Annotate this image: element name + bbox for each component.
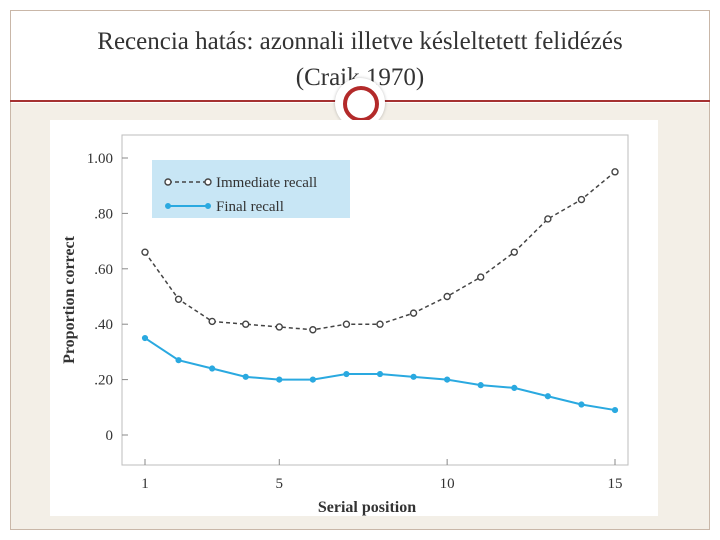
data-point-final <box>444 376 451 383</box>
x-tick-label: 1 <box>141 476 149 492</box>
slide-title: Recencia hatás: azonnali illetve késlelt… <box>10 24 710 96</box>
data-point-immediate <box>409 309 418 317</box>
data-point-final <box>511 384 518 392</box>
data-point-final <box>209 365 216 372</box>
legend-final-swatch-marker-a <box>165 203 171 209</box>
data-point-final <box>175 357 182 364</box>
y-axis-label: Proportion correct <box>61 235 78 363</box>
data-point-immediate <box>376 320 384 328</box>
data-point-final <box>611 406 619 414</box>
serial-position-chart: Proportion correct Serial position 0 .20.… <box>61 134 629 516</box>
data-point-immediate <box>141 248 149 256</box>
x-tick-label: 15 <box>608 476 623 492</box>
data-point-final <box>544 393 551 400</box>
data-point-immediate <box>544 215 552 223</box>
slide-title-line-1: Recencia hatás: azonnali illetve késlelt… <box>97 28 623 55</box>
title-band: Recencia hatás: azonnali illetve késlelt… <box>10 10 710 100</box>
y-tick-label: .40 <box>94 317 113 333</box>
data-point-immediate <box>510 248 518 256</box>
y-tick-label: .60 <box>94 262 113 278</box>
data-point-final <box>141 334 149 342</box>
legend-final-swatch-marker-b <box>205 203 211 209</box>
data-point-final <box>578 401 585 408</box>
data-point-immediate <box>309 326 317 334</box>
data-point-immediate <box>477 273 485 281</box>
data-point-final <box>343 370 350 378</box>
legend-immediate-swatch-marker-a <box>164 178 172 186</box>
data-point-immediate <box>577 195 586 204</box>
data-point-final <box>477 382 484 389</box>
data-point-final <box>242 373 249 380</box>
legend-immediate-label: Immediate recall <box>216 175 317 191</box>
y-axis-ticks: 0 .20 .40 .60 .80 1.00 <box>87 151 128 444</box>
y-tick-label: 1.00 <box>87 151 113 167</box>
y-tick-label: .20 <box>94 373 113 389</box>
legend: Immediate recall Final recall <box>152 160 350 218</box>
legend-box <box>152 160 350 218</box>
data-point-final <box>376 370 384 378</box>
data-point-immediate <box>443 292 451 301</box>
data-point-final <box>276 376 283 383</box>
x-tick-label: 10 <box>440 476 455 492</box>
x-axis-label: Serial position <box>318 499 416 516</box>
data-point-immediate <box>174 295 183 303</box>
slide-frame <box>10 10 710 530</box>
plot-area-frame <box>121 134 629 466</box>
chart-figure: Proportion correct Serial position 0 .20.… <box>50 120 658 516</box>
legend-immediate-swatch-marker-b <box>204 178 212 186</box>
circle-ornament-icon <box>343 86 379 122</box>
data-point-final <box>410 373 417 380</box>
data-point-final <box>309 376 316 383</box>
x-axis-ticks: 1 5 10 15 <box>141 459 623 492</box>
legend-final-label: Final recall <box>216 199 284 215</box>
series-layer <box>141 168 619 414</box>
data-point-immediate <box>275 323 283 331</box>
data-point-immediate <box>208 317 216 326</box>
data-point-immediate <box>342 320 351 328</box>
y-tick-label: 0 <box>106 428 114 444</box>
data-point-immediate <box>242 320 250 328</box>
x-tick-label: 5 <box>276 476 284 492</box>
data-point-immediate <box>611 168 619 176</box>
y-tick-label: .80 <box>94 206 113 222</box>
